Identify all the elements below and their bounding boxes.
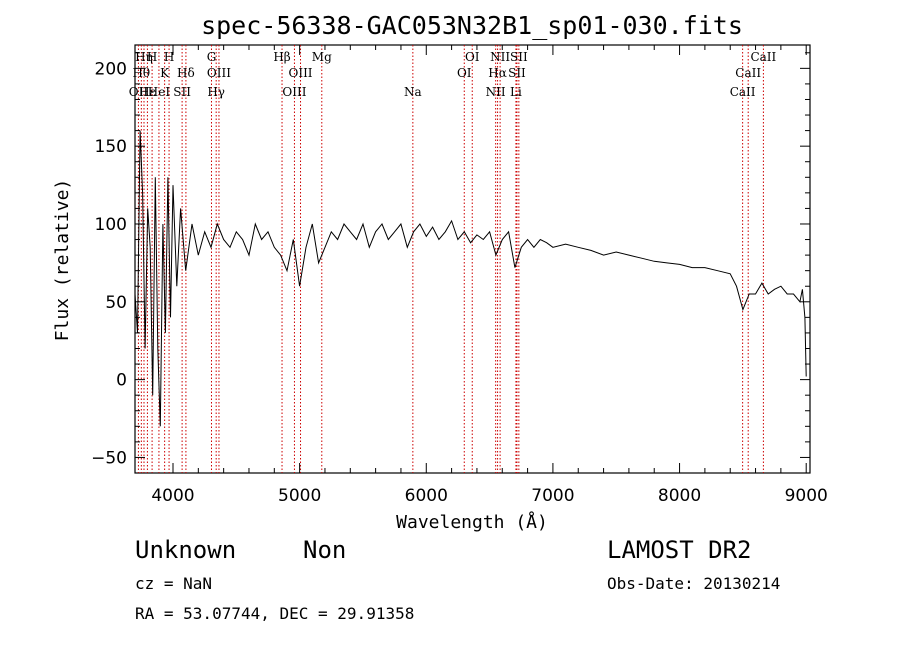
observation-date: Obs-Date: 20130214	[607, 574, 781, 593]
x-tick-label: 6000	[405, 486, 448, 506]
survey-name: LAMOST DR2	[607, 536, 752, 564]
ra-dec-coordinates: RA = 53.07744, DEC = 29.91358	[135, 604, 415, 623]
spectral-line-label: CaII	[750, 50, 776, 64]
spectral-line-label: OI	[465, 50, 480, 64]
x-tick-label: 5000	[278, 486, 321, 506]
x-tick-label: 4000	[151, 486, 194, 506]
x-tick-label: 8000	[658, 486, 701, 506]
redshift-cz: cz = NaN	[135, 574, 213, 593]
spectral-line-label: NII	[490, 50, 510, 64]
spectral-line-label: SII	[508, 66, 526, 80]
x-axis-ticks: 4000 5000 6000 7000 8000 9000	[151, 45, 828, 506]
spectral-line-label: Hε	[139, 85, 156, 99]
y-axis-label: Flux (relative)	[52, 179, 73, 342]
x-tick-label: 9000	[785, 486, 828, 506]
spectral-line-label: H	[147, 50, 157, 64]
spectral-line-label: OII	[129, 85, 149, 99]
y-axis-ticks: −50 0 50 100 150 200	[91, 52, 810, 468]
spectrum-line	[134, 130, 807, 427]
spectral-line-label: SII	[510, 50, 528, 64]
spectral-line-label: OIII	[207, 66, 231, 80]
spectral-line-label: G	[207, 50, 217, 64]
spectral-line-label: Hβ	[273, 50, 290, 64]
spectral-line-label: Li	[510, 85, 522, 99]
line-labels: OIIHθHηHεHHeIKHSIIHδGHγOIIIHβOIIIOIIIMgN…	[129, 50, 777, 99]
spectral-line-label: Hα	[488, 66, 507, 80]
object-class: Unknown	[135, 536, 237, 564]
spectral-line-label: K	[160, 66, 170, 80]
spectral-line-label: H	[164, 50, 174, 64]
spectral-line-label: Hδ	[177, 66, 195, 80]
spectral-line-label: OIII	[282, 85, 306, 99]
spectral-line-label: OI	[457, 66, 472, 80]
spectral-line-label: Hγ	[207, 85, 225, 99]
y-tick-label: −50	[91, 448, 127, 468]
object-subclass: Non	[303, 536, 347, 564]
y-tick-label: 0	[116, 371, 127, 391]
spectral-line-label: Na	[404, 85, 422, 99]
y-tick-label: 100	[95, 215, 127, 235]
line-markers	[137, 45, 764, 473]
spectral-line-label: NII	[486, 85, 506, 99]
spectral-line-label: Hη	[135, 50, 153, 64]
y-tick-label: 50	[105, 293, 127, 313]
chart-title: spec-56338-GAC053N32B1_sp01-030.fits	[201, 11, 743, 40]
spectral-line-label: Hθ	[132, 66, 150, 80]
spectral-line-label: CaII	[735, 66, 761, 80]
y-tick-label: 150	[95, 137, 127, 157]
spectral-line-label: CaII	[730, 85, 756, 99]
spectral-line-label: SII	[173, 85, 191, 99]
x-axis-label: Wavelength (Å)	[396, 511, 548, 533]
spectral-line-label: OIII	[288, 66, 312, 80]
y-tick-label: 200	[95, 59, 127, 79]
spectral-line-label: Mg	[312, 50, 332, 64]
spectral-line-label: HeI	[148, 85, 171, 99]
x-tick-label: 7000	[531, 486, 574, 506]
